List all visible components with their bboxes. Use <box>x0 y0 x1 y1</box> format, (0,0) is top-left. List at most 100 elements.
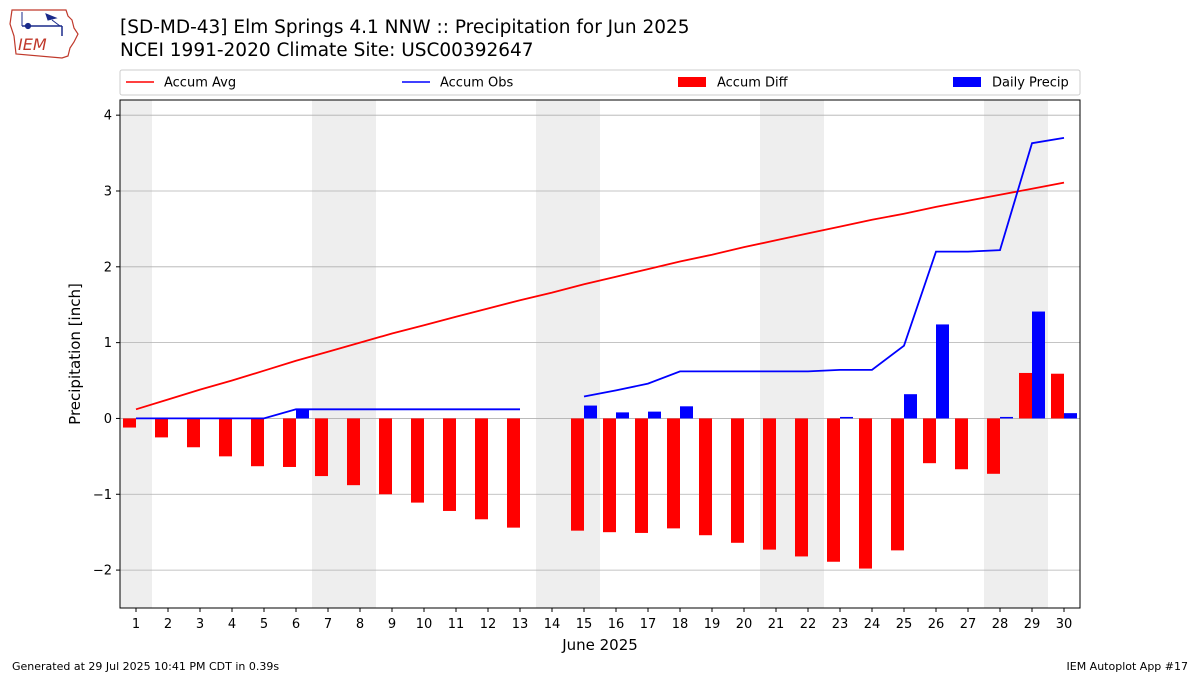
lines <box>135 137 1065 420</box>
daily-precip-bar <box>648 411 661 419</box>
x-tick-label: 7 <box>324 617 332 632</box>
legend-swatch-accum-diff <box>678 77 706 87</box>
x-tick-label: 2 <box>164 617 172 632</box>
accum-diff-bar <box>283 418 296 467</box>
x-tick-label: 19 <box>704 617 721 632</box>
accum-diff-bar <box>443 418 456 511</box>
accum-diff-bar <box>923 418 936 464</box>
daily-precip-bar <box>680 406 693 419</box>
daily-precip-bar <box>1032 311 1045 419</box>
x-tick-label: 28 <box>992 617 1009 632</box>
legend: Accum Avg Accum Obs Accum Diff Daily Pre… <box>119 69 1081 96</box>
weekend-band <box>536 100 600 608</box>
accum-diff-bar <box>603 418 616 533</box>
x-tick-label: 10 <box>416 617 433 632</box>
accum-diff-bar <box>635 418 648 533</box>
accum-diff-bar <box>763 418 776 550</box>
accum-diff-bar <box>699 418 712 536</box>
iem-logo: IEM <box>9 9 79 59</box>
x-tick-label: 16 <box>608 617 625 632</box>
weekend-shading <box>120 100 1048 608</box>
accum-diff-bar <box>827 418 840 562</box>
accum-diff-bar <box>123 418 136 428</box>
x-tick-label: 30 <box>1056 617 1073 632</box>
accum-diff-bar <box>1051 373 1064 419</box>
accum-diff-bar <box>955 418 968 470</box>
y-tick-label: −1 <box>93 488 112 503</box>
accum-diff-bar <box>315 418 328 477</box>
chart-subtitle: NCEI 1991-2020 Climate Site: USC00392647 <box>120 40 534 61</box>
legend-frame <box>119 69 1081 96</box>
bars <box>123 311 1077 569</box>
legend-label-accum-diff: Accum Diff <box>717 76 789 91</box>
y-tick-label: 3 <box>104 184 112 199</box>
chart-title: [SD-MD-43] Elm Springs 4.1 NNW :: Precip… <box>120 17 690 38</box>
daily-precip-bar <box>840 416 853 419</box>
y-tick-label: 1 <box>104 336 112 351</box>
x-tick-label: 18 <box>672 617 689 632</box>
accum-diff-bar <box>571 418 584 531</box>
accum-diff-bar <box>1019 372 1032 419</box>
x-tick-label: 25 <box>896 617 913 632</box>
x-tick-label: 14 <box>544 617 561 632</box>
y-tick-label: 4 <box>104 109 112 124</box>
daily-precip-bar <box>904 394 917 419</box>
footer-app: IEM Autoplot App #17 <box>1066 660 1189 673</box>
x-tick-label: 3 <box>196 617 204 632</box>
grid-lines <box>120 114 1080 571</box>
accum-diff-bar <box>667 418 680 529</box>
accum-diff-bar <box>987 418 1000 474</box>
daily-precip-bar <box>616 412 629 419</box>
x-tick-label: 9 <box>388 617 396 632</box>
accum-diff-bar <box>251 418 264 467</box>
x-tick-label: 24 <box>864 617 881 632</box>
weekend-band <box>120 100 152 608</box>
x-tick-label: 8 <box>356 617 364 632</box>
daily-precip-bar <box>1000 416 1013 419</box>
x-tick-label: 23 <box>832 617 849 632</box>
x-tick-label: 17 <box>640 617 657 632</box>
x-tick-label: 26 <box>928 617 945 632</box>
accum-diff-bar <box>379 418 392 495</box>
legend-label-accum-obs: Accum Obs <box>440 76 513 91</box>
accum-diff-bar <box>155 418 168 438</box>
y-tick-label: −2 <box>93 564 112 579</box>
x-axis-label: June 2025 <box>561 636 638 654</box>
x-axis: 1 2 3 4 5 6 7 8 9 10 11 12 13 14 15 16 17 18 19 20 21 22 23 24 2… <box>132 608 1072 632</box>
x-tick-label: 21 <box>768 617 785 632</box>
x-tick-label: 13 <box>512 617 529 632</box>
accum-diff-bar <box>411 418 424 503</box>
plot-frame <box>119 99 1081 609</box>
accum-diff-bar <box>475 418 488 520</box>
footer-generated: Generated at 29 Jul 2025 10:41 PM CDT in… <box>12 660 280 673</box>
daily-precip-bar <box>1064 413 1077 419</box>
legend-swatch-daily-precip <box>953 77 981 87</box>
x-tick-label: 27 <box>960 617 977 632</box>
legend-label-daily-precip: Daily Precip <box>992 76 1069 91</box>
y-axis: −2 −1 0 1 2 3 4 <box>93 109 120 579</box>
x-tick-label: 4 <box>228 617 236 632</box>
accum-diff-bar <box>795 418 808 557</box>
y-axis-label: Precipitation [inch] <box>66 283 84 425</box>
accum-avg-line <box>135 181 1065 411</box>
x-tick-label: 5 <box>260 617 268 632</box>
accum-obs-line <box>136 137 1065 420</box>
accum-diff-bar <box>507 418 520 528</box>
weather-station-icon <box>21 12 63 36</box>
x-tick-label: 12 <box>480 617 497 632</box>
accum-diff-bar <box>859 418 872 569</box>
y-tick-label: 2 <box>104 260 112 275</box>
x-tick-label: 15 <box>576 617 593 632</box>
accum-diff-bar <box>219 418 232 457</box>
x-tick-label: 11 <box>448 617 465 632</box>
x-tick-label: 22 <box>800 617 817 632</box>
x-tick-label: 29 <box>1024 617 1041 632</box>
logo-text: IEM <box>18 35 47 54</box>
daily-precip-bar <box>584 405 597 419</box>
accum-diff-bar <box>347 418 360 486</box>
daily-precip-bar <box>296 409 309 419</box>
accum-diff-bar <box>731 418 744 543</box>
accum-diff-bar <box>891 418 904 551</box>
daily-precip-bar <box>936 324 949 419</box>
